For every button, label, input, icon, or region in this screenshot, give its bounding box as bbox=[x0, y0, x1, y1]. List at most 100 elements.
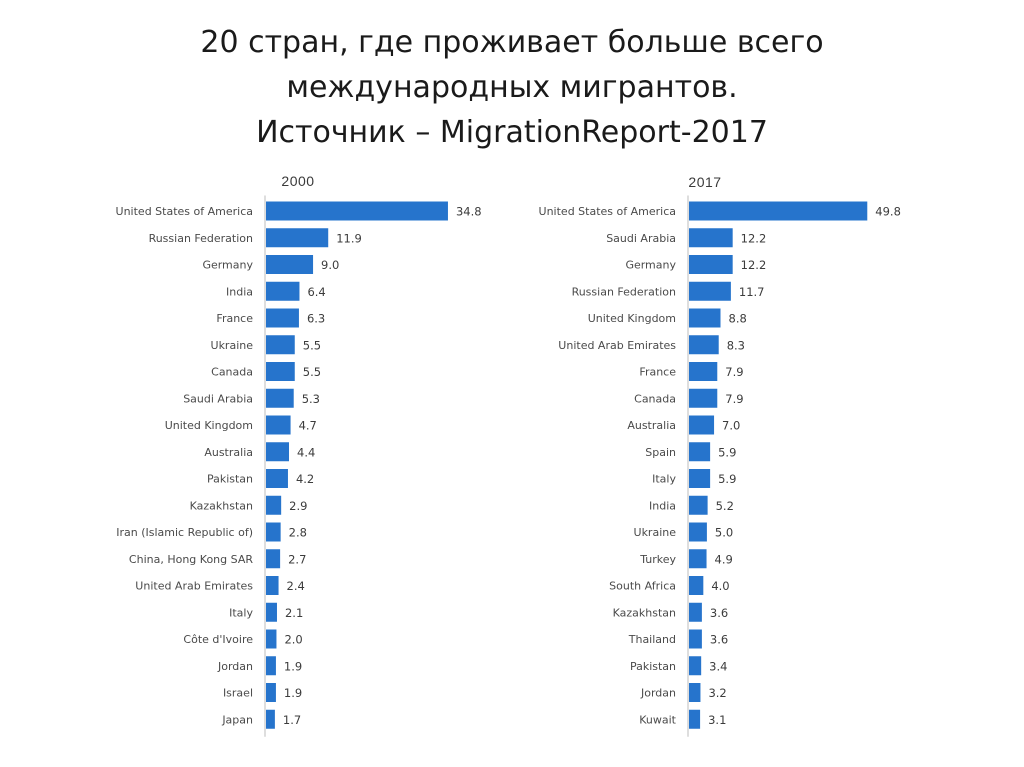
bar bbox=[266, 362, 295, 381]
bar bbox=[266, 255, 314, 274]
value-label: 5.9 bbox=[718, 445, 736, 459]
category-label: Ukraine bbox=[211, 339, 254, 352]
bar bbox=[266, 576, 279, 595]
category-label: Kazakhstan bbox=[190, 499, 253, 512]
slide-title-line: международных мигрантов. bbox=[286, 70, 738, 105]
value-label: 5.2 bbox=[716, 499, 734, 513]
slide-title: 20 стран, где проживает больше всего меж… bbox=[0, 20, 1024, 155]
value-label: 4.7 bbox=[299, 419, 317, 433]
slide-title-line: 20 стран, где проживает больше всего bbox=[200, 25, 824, 60]
value-label: 5.5 bbox=[303, 365, 321, 379]
value-label: 4.2 bbox=[296, 472, 314, 486]
value-label: 12.2 bbox=[741, 231, 767, 245]
value-label: 49.8 bbox=[875, 205, 901, 219]
bar bbox=[689, 576, 704, 595]
value-label: 7.9 bbox=[725, 392, 743, 406]
category-label: United Kingdom bbox=[588, 312, 676, 325]
value-label: 3.6 bbox=[710, 633, 728, 647]
value-label: 1.9 bbox=[284, 686, 302, 700]
value-label: 2.7 bbox=[288, 552, 306, 566]
value-label: 1.7 bbox=[283, 713, 301, 727]
bar bbox=[689, 228, 733, 248]
category-label: Italy bbox=[229, 606, 253, 619]
category-label: Pakistan bbox=[207, 473, 253, 486]
bar bbox=[689, 602, 702, 622]
bar bbox=[266, 415, 291, 435]
value-label: 2.8 bbox=[289, 526, 307, 540]
slide-title-line: Источник – MigrationReport-2017 bbox=[256, 115, 768, 150]
value-label: 1.9 bbox=[284, 659, 302, 673]
value-label: 12.2 bbox=[741, 258, 767, 272]
bar bbox=[266, 656, 276, 676]
bar bbox=[266, 629, 277, 649]
bar bbox=[689, 201, 868, 221]
category-label: Jordan bbox=[217, 660, 253, 673]
bar bbox=[689, 442, 711, 462]
category-label: Russian Federation bbox=[572, 285, 676, 298]
category-label: Turkey bbox=[639, 553, 676, 566]
value-label: 6.3 bbox=[307, 312, 325, 326]
bar bbox=[689, 415, 715, 435]
value-label: 3.6 bbox=[710, 606, 728, 620]
value-label: 4.0 bbox=[711, 579, 729, 593]
category-label: United Arab Emirates bbox=[135, 580, 253, 593]
category-label: Kuwait bbox=[639, 713, 676, 726]
bar bbox=[266, 442, 290, 462]
bar bbox=[689, 281, 731, 301]
value-label: 7.0 bbox=[722, 419, 740, 433]
value-label: 5.3 bbox=[302, 392, 320, 406]
category-label: Israel bbox=[223, 687, 253, 700]
category-label: Australia bbox=[627, 419, 676, 432]
category-label: India bbox=[649, 499, 676, 512]
bar bbox=[689, 709, 701, 729]
category-label: Australia bbox=[204, 446, 253, 459]
bar bbox=[689, 495, 708, 515]
bar bbox=[689, 308, 721, 328]
bar bbox=[266, 683, 276, 702]
bar bbox=[266, 469, 288, 488]
chart-title: 2017 bbox=[688, 174, 721, 190]
value-label: 5.0 bbox=[715, 526, 733, 540]
bar bbox=[266, 549, 281, 569]
value-label: 6.4 bbox=[307, 285, 325, 299]
category-label: Jordan bbox=[640, 687, 676, 700]
category-label: France bbox=[216, 312, 253, 325]
bar bbox=[689, 683, 701, 702]
category-label: Italy bbox=[652, 473, 676, 486]
value-label: 5.5 bbox=[303, 338, 321, 352]
value-label: 8.3 bbox=[727, 338, 745, 352]
bar bbox=[266, 388, 294, 408]
bar bbox=[266, 201, 448, 221]
value-label: 4.9 bbox=[715, 552, 733, 566]
value-label: 3.2 bbox=[708, 686, 726, 700]
category-label: France bbox=[639, 366, 676, 379]
category-label: United Arab Emirates bbox=[558, 339, 676, 352]
category-label: Iran (Islamic Republic of) bbox=[116, 526, 253, 539]
bar bbox=[266, 335, 295, 355]
category-label: Saudi Arabia bbox=[183, 392, 253, 405]
value-label: 3.1 bbox=[708, 713, 726, 727]
category-label: Spain bbox=[645, 446, 676, 459]
value-label: 7.9 bbox=[725, 365, 743, 379]
value-label: 2.4 bbox=[287, 579, 305, 593]
bar bbox=[689, 656, 702, 676]
value-label: 9.0 bbox=[321, 258, 339, 272]
value-label: 2.0 bbox=[284, 633, 302, 647]
category-label: Germany bbox=[625, 259, 676, 272]
bar bbox=[689, 469, 711, 488]
bar bbox=[266, 602, 277, 622]
category-label: United Kingdom bbox=[165, 419, 253, 432]
category-label: Kazakhstan bbox=[613, 606, 676, 619]
bar bbox=[266, 281, 300, 301]
value-label: 8.8 bbox=[729, 312, 747, 326]
category-label: Japan bbox=[221, 713, 253, 726]
bar bbox=[689, 362, 718, 381]
bar bbox=[266, 522, 281, 542]
category-label: India bbox=[226, 285, 253, 298]
category-label: Canada bbox=[211, 366, 253, 379]
value-label: 5.9 bbox=[718, 472, 736, 486]
value-label: 34.8 bbox=[456, 205, 482, 219]
